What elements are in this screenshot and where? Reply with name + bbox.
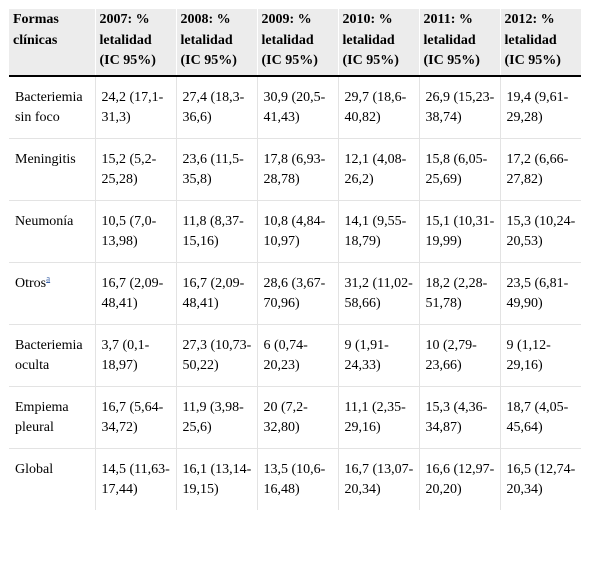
row-label: Neumonía (9, 200, 95, 263)
table-row: Meningitis 15,2 (5,2-25,28) 23,6 (11,5-3… (9, 138, 581, 201)
lethality-table: Formas clínicas 2007: % letalidad (IC 95… (9, 9, 581, 510)
cell-2008: 27,4 (18,3-36,6) (175, 75, 257, 139)
table-row: Bacteriemia sin foco 24,2 (17,1-31,3) 27… (9, 75, 581, 139)
cell-2011: 26,9 (15,23-38,74) (418, 75, 500, 139)
header-2007: 2007: % letalidad (IC 95%) (94, 9, 176, 77)
table-row: Otrosa 16,7 (2,09-48,41) 16,7 (2,09-48,4… (9, 262, 581, 325)
cell-2010: 14,1 (9,55-18,79) (337, 200, 419, 263)
header-2008: 2008: % letalidad (IC 95%) (175, 9, 257, 77)
cell-2009: 13,5 (10,6-16,48) (256, 448, 338, 510)
cell-2009: 17,8 (6,93-28,78) (256, 138, 338, 201)
cell-2012: 23,5 (6,81-49,90) (499, 262, 581, 325)
row-label: Empiema pleural (9, 386, 95, 449)
table-row: Global 14,5 (11,63-17,44) 16,1 (13,14-19… (9, 448, 581, 510)
row-label-text: Otros (15, 275, 47, 291)
cell-2011: 18,2 (2,28-51,78) (418, 262, 500, 325)
cell-2012: 18,7 (4,05-45,64) (499, 386, 581, 449)
row-label-text: Empiema pleural (15, 399, 69, 436)
cell-2012: 9 (1,12-29,16) (499, 324, 581, 387)
header-2012: 2012: % letalidad (IC 95%) (499, 9, 581, 77)
row-label: Global (9, 448, 95, 510)
cell-2009: 6 (0,74-20,23) (256, 324, 338, 387)
cell-2009: 10,8 (4,84-10,97) (256, 200, 338, 263)
cell-2008: 16,1 (13,14-19,15) (175, 448, 257, 510)
cell-2012: 16,5 (12,74-20,34) (499, 448, 581, 510)
header-clinical-forms: Formas clínicas (9, 9, 95, 77)
cell-2007: 16,7 (5,64-34,72) (94, 386, 176, 449)
row-label-text: Bacteriemia sin foco (15, 89, 83, 126)
row-label: Otrosa (9, 262, 95, 325)
cell-2008: 16,7 (2,09-48,41) (175, 262, 257, 325)
row-label-text: Global (15, 461, 54, 477)
table-row: Neumonía 10,5 (7,0-13,98) 11,8 (8,37-15,… (9, 200, 581, 263)
header-2011: 2011: % letalidad (IC 95%) (418, 9, 500, 77)
cell-2010: 29,7 (18,6-40,82) (337, 75, 419, 139)
cell-2008: 11,8 (8,37-15,16) (175, 200, 257, 263)
cell-2011: 15,1 (10,31-19,99) (418, 200, 500, 263)
cell-2007: 10,5 (7,0-13,98) (94, 200, 176, 263)
cell-2008: 23,6 (11,5-35,8) (175, 138, 257, 201)
cell-2007: 15,2 (5,2-25,28) (94, 138, 176, 201)
footnote-link[interactable]: a (46, 272, 51, 283)
cell-2011: 16,6 (12,97-20,20) (418, 448, 500, 510)
header-2009: 2009: % letalidad (IC 95%) (256, 9, 338, 77)
table-row: Bacteriemia oculta 3,7 (0,1-18,97) 27,3 … (9, 324, 581, 387)
row-label-text: Meningitis (15, 151, 76, 167)
cell-2007: 16,7 (2,09-48,41) (94, 262, 176, 325)
cell-2007: 3,7 (0,1-18,97) (94, 324, 176, 387)
cell-2010: 11,1 (2,35-29,16) (337, 386, 419, 449)
row-label: Bacteriemia oculta (9, 324, 95, 387)
row-label: Bacteriemia sin foco (9, 75, 95, 139)
cell-2009: 30,9 (20,5-41,43) (256, 75, 338, 139)
cell-2012: 15,3 (10,24-20,53) (499, 200, 581, 263)
header-row: Formas clínicas 2007: % letalidad (IC 95… (9, 9, 581, 77)
cell-2010: 12,1 (4,08-26,2) (337, 138, 419, 201)
cell-2010: 16,7 (13,07-20,34) (337, 448, 419, 510)
cell-2010: 9 (1,91-24,33) (337, 324, 419, 387)
cell-2011: 15,8 (6,05-25,69) (418, 138, 500, 201)
cell-2010: 31,2 (11,02-58,66) (337, 262, 419, 325)
row-label-text: Bacteriemia oculta (15, 337, 83, 374)
cell-2012: 17,2 (6,66-27,82) (499, 138, 581, 201)
row-label-text: Neumonía (15, 213, 74, 229)
cell-2007: 24,2 (17,1-31,3) (94, 75, 176, 139)
cell-2011: 10 (2,79-23,66) (418, 324, 500, 387)
table-row: Empiema pleural 16,7 (5,64-34,72) 11,9 (… (9, 386, 581, 449)
row-label: Meningitis (9, 138, 95, 201)
cell-2008: 11,9 (3,98-25,6) (175, 386, 257, 449)
header-2010: 2010: % letalidad (IC 95%) (337, 9, 419, 77)
cell-2008: 27,3 (10,73-50,22) (175, 324, 257, 387)
cell-2009: 28,6 (3,67-70,96) (256, 262, 338, 325)
cell-2011: 15,3 (4,36-34,87) (418, 386, 500, 449)
cell-2012: 19,4 (9,61-29,28) (499, 75, 581, 139)
cell-2009: 20 (7,2-32,80) (256, 386, 338, 449)
cell-2007: 14,5 (11,63-17,44) (94, 448, 176, 510)
